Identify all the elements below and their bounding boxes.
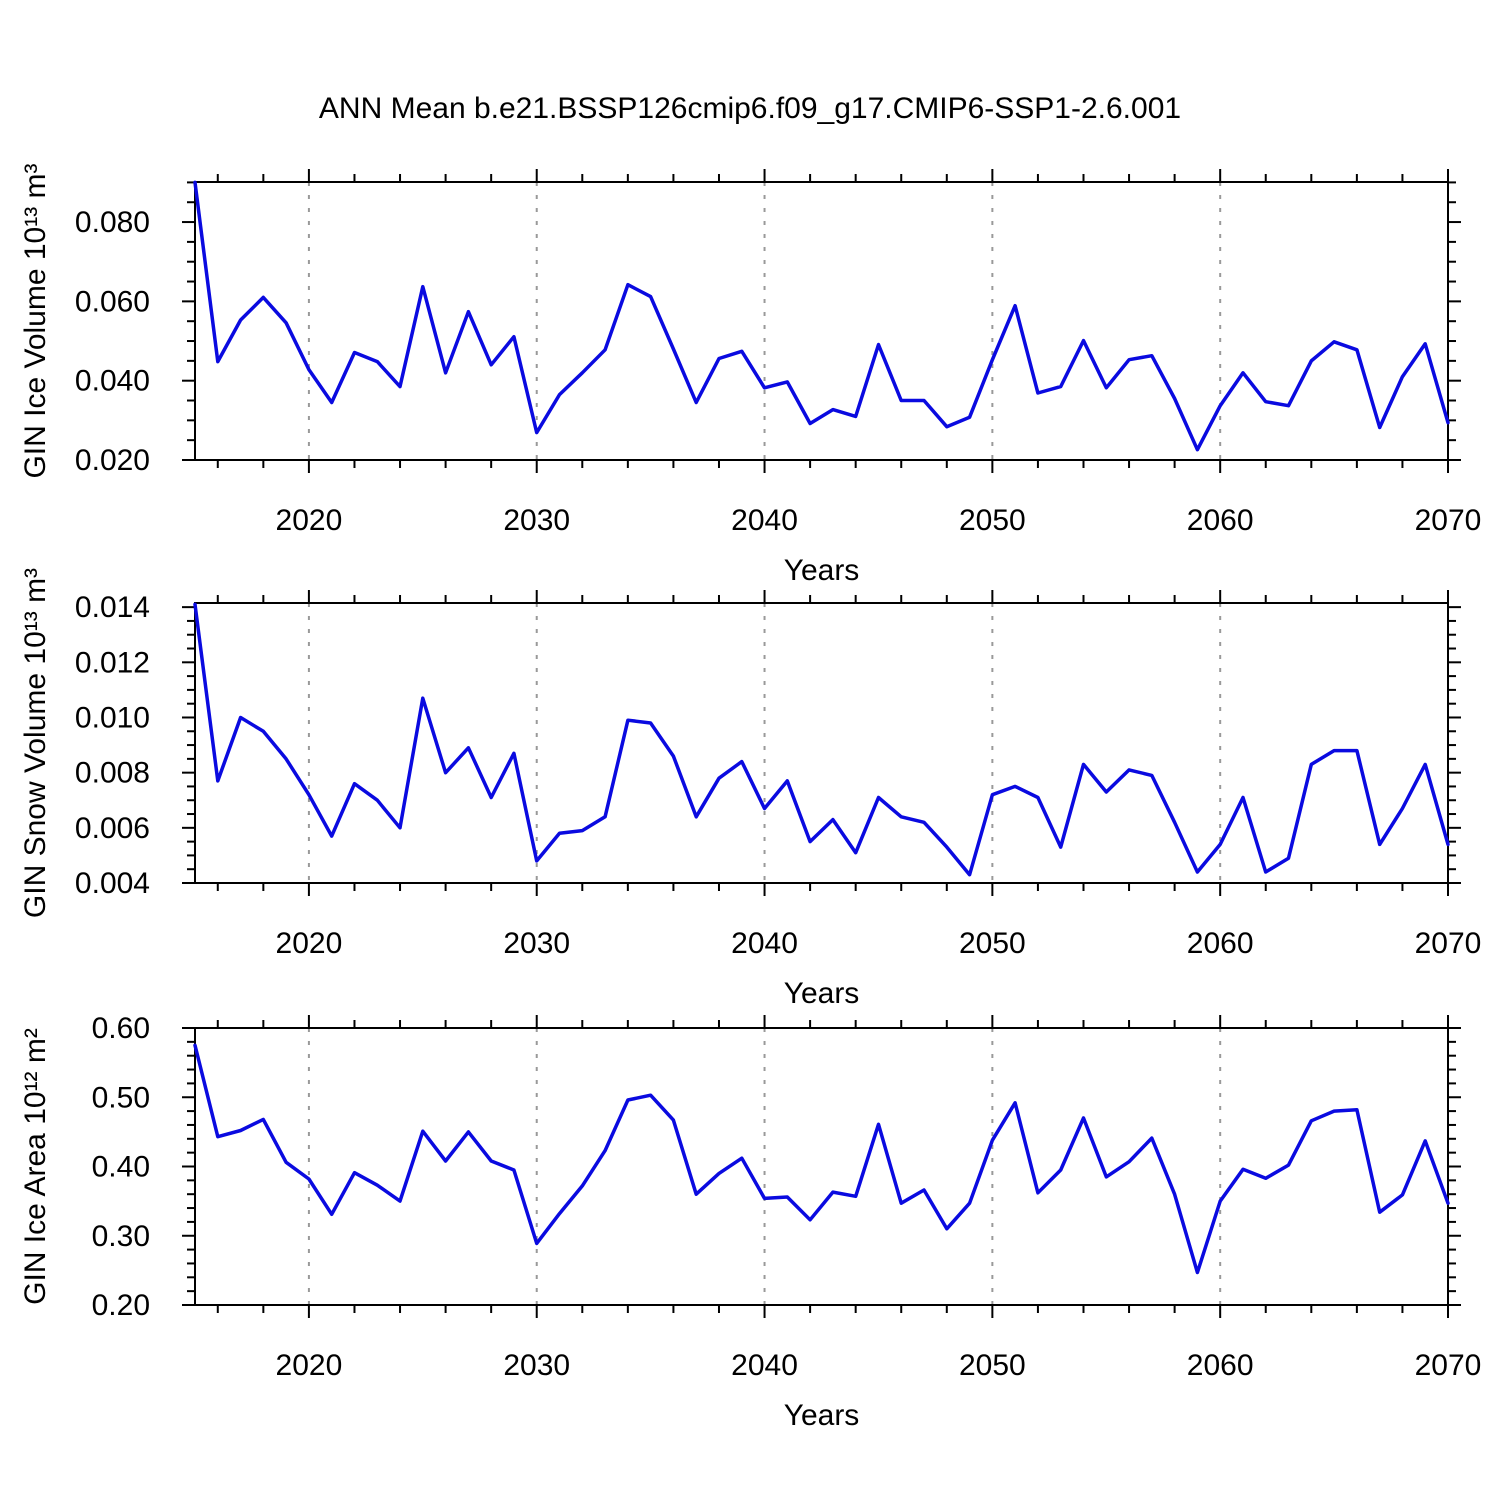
x-axis-label: Years bbox=[784, 554, 860, 587]
y-tick-label: 0.60 bbox=[92, 1012, 150, 1045]
chart-title: ANN Mean b.e21.BSSP126cmip6.f09_g17.CMIP… bbox=[318, 92, 1182, 125]
y-axis-label: GIN Snow Volume 10¹³ m³ bbox=[19, 568, 52, 918]
x-tick-label: 2030 bbox=[503, 1349, 570, 1382]
x-tick-label: 2020 bbox=[276, 1349, 343, 1382]
x-tick-label: 2040 bbox=[731, 504, 798, 537]
x-tick-label: 2030 bbox=[503, 504, 570, 537]
y-tick-label: 0.40 bbox=[92, 1151, 150, 1184]
x-tick-label: 2060 bbox=[1187, 1349, 1254, 1382]
series-line bbox=[193, 1043, 1450, 1275]
x-tick-label: 2050 bbox=[959, 504, 1026, 537]
x-tick-label: 2020 bbox=[276, 927, 343, 960]
y-axis-label: GIN Ice Volume 10¹³ m³ bbox=[19, 163, 52, 478]
series-line bbox=[193, 602, 1450, 877]
x-axis-label: Years bbox=[784, 977, 860, 1010]
x-axis-label: Years bbox=[784, 1399, 860, 1432]
x-tick-label: 2040 bbox=[731, 927, 798, 960]
y-tick-label: 0.006 bbox=[75, 812, 150, 845]
plot-border bbox=[194, 602, 1449, 884]
x-tick-label: 2070 bbox=[1415, 1349, 1482, 1382]
x-tick-label: 2050 bbox=[959, 927, 1026, 960]
x-tick-label: 2060 bbox=[1187, 927, 1254, 960]
x-tick-label: 2070 bbox=[1415, 927, 1482, 960]
plot-border bbox=[194, 1027, 1449, 1306]
y-tick-label: 0.014 bbox=[75, 591, 150, 624]
gin-ice-volume-panel: 2020 2030 2040 2050 2060 2070 0.020 0.040 0.060 0… bbox=[19, 163, 1481, 587]
y-tick-label: 0.004 bbox=[75, 867, 150, 900]
y-tick-label: 0.080 bbox=[75, 206, 150, 239]
series-line bbox=[193, 180, 1450, 452]
x-tick-label: 2060 bbox=[1187, 504, 1254, 537]
gin-ice-area-panel: 2020 2030 2040 2050 2060 2070 0.20 0.30 0.40 0.50… bbox=[19, 1012, 1481, 1432]
y-tick-label: 0.020 bbox=[75, 444, 150, 477]
y-axis-label: GIN Ice Area 10¹² m² bbox=[19, 1028, 52, 1305]
y-tick-label: 0.012 bbox=[75, 646, 150, 679]
y-tick-label: 0.060 bbox=[75, 285, 150, 318]
x-tick-label: 2020 bbox=[276, 504, 343, 537]
x-tick-label: 2030 bbox=[503, 927, 570, 960]
y-tick-label: 0.040 bbox=[75, 365, 150, 398]
y-tick-label: 0.20 bbox=[92, 1289, 150, 1322]
y-tick-label: 0.010 bbox=[75, 701, 150, 734]
x-tick-label: 2040 bbox=[731, 1349, 798, 1382]
y-tick-label: 0.50 bbox=[92, 1081, 150, 1114]
gin-snow-volume-panel: 2020 2030 2040 2050 2060 2070 0.004 0.006 0.008 0… bbox=[19, 568, 1481, 1010]
x-tick-label: 2070 bbox=[1415, 504, 1482, 537]
x-tick-label: 2050 bbox=[959, 1349, 1026, 1382]
y-tick-label: 0.30 bbox=[92, 1220, 150, 1253]
y-tick-label: 0.008 bbox=[75, 757, 150, 790]
